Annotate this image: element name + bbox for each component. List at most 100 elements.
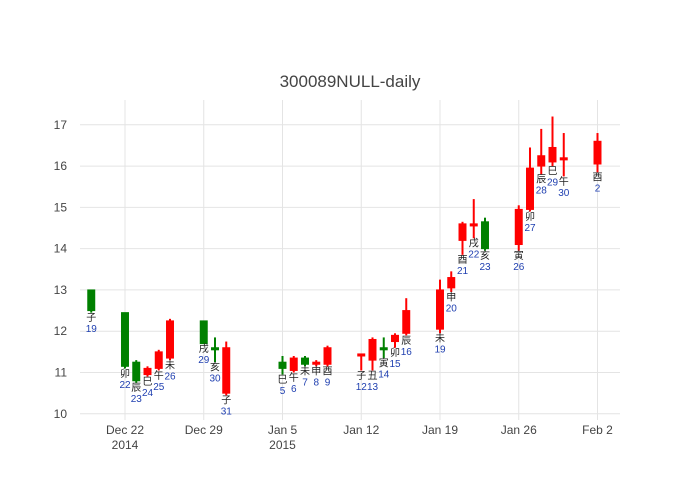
branch-label: 午 (154, 369, 164, 382)
candle-body (323, 347, 332, 365)
branch-label: 亥 (210, 361, 220, 374)
day-label: 19 (434, 345, 446, 356)
candle-body (199, 320, 208, 345)
branch-label: 辰 (401, 335, 411, 347)
day-label: 29 (198, 355, 210, 366)
candle-body (593, 140, 602, 165)
branch-label: 未 (165, 360, 175, 372)
branch-label: 巳 (548, 165, 558, 177)
candle-body (379, 347, 388, 351)
branch-label: 巳 (278, 374, 288, 386)
candle-body (301, 357, 309, 365)
branch-label: 辰 (131, 382, 141, 394)
branch-label: 午 (289, 371, 299, 384)
branch-label: 午 (559, 175, 569, 188)
candle-body (514, 208, 523, 246)
chart-title: 300089NULL-daily (280, 72, 421, 91)
branch-label: 亥 (480, 249, 490, 262)
day-label: 20 (446, 303, 458, 314)
y-tick-label: 15 (54, 200, 68, 214)
candle-body (289, 357, 298, 371)
branch-label: 巳 (143, 376, 153, 388)
grid-layer (80, 100, 620, 420)
candle-body (469, 223, 478, 227)
day-label: 22 (119, 380, 131, 391)
candle-body (211, 347, 219, 351)
day-label: 23 (131, 394, 143, 405)
candle-body (132, 361, 141, 382)
day-label: 14 (378, 369, 390, 380)
candle-body (154, 351, 163, 369)
candle-body (559, 157, 568, 161)
y-tick-label: 17 (54, 118, 68, 132)
candle-body (121, 312, 129, 367)
candle-body (87, 289, 96, 312)
day-label: 23 (479, 262, 491, 273)
y-tick-label: 14 (54, 242, 68, 256)
day-label: 16 (401, 347, 413, 358)
branch-label: 辰 (536, 174, 546, 186)
branch-label: 寅 (379, 356, 389, 369)
day-label: 21 (457, 266, 469, 277)
candle-body (537, 155, 546, 167)
candle-body (436, 289, 444, 330)
y-axis: 10 11 12 13 14 15 16 17 (54, 118, 68, 421)
branch-label: 未 (300, 366, 310, 378)
day-label: 12 (356, 382, 368, 393)
candle-body (368, 338, 377, 361)
y-tick-label: 12 (54, 324, 68, 338)
y-tick-label: 10 (54, 407, 68, 421)
day-label: 19 (86, 324, 98, 335)
candle-body (402, 310, 411, 334)
branch-label: 子 (221, 395, 231, 407)
y-tick-label: 16 (54, 159, 68, 173)
day-label: 9 (325, 378, 331, 389)
day-label: 31 (221, 407, 233, 418)
day-label: 29 (547, 177, 559, 188)
candle-body (458, 223, 467, 241)
y-tick-label: 11 (55, 366, 68, 380)
branch-label: 子 (356, 370, 366, 382)
day-label: 25 (153, 382, 165, 393)
branch-label: 丑 (368, 371, 378, 382)
day-label: 6 (291, 384, 297, 395)
day-label: 7 (302, 378, 308, 389)
branch-label: 酉 (458, 255, 468, 266)
candle-body (357, 353, 366, 357)
y-tick-label: 13 (54, 283, 68, 297)
candle-body (391, 334, 399, 343)
branch-label: 寅 (514, 249, 524, 262)
candle-body (481, 221, 489, 250)
day-label: 5 (280, 386, 286, 397)
x-tick-label: Jan 19 (422, 423, 458, 437)
candle-body (548, 146, 557, 163)
x-tick-label: 2015 (269, 438, 296, 452)
x-tick-label: Jan 26 (501, 423, 537, 437)
day-label: 2 (595, 184, 601, 195)
branch-label: 子 (86, 312, 96, 324)
branch-label: 卯 (525, 211, 535, 223)
candle-body (166, 320, 174, 359)
x-tick-label: Feb 2 (582, 423, 613, 437)
day-label: 30 (209, 374, 221, 385)
candle-body (526, 167, 534, 210)
candle-body (278, 361, 287, 369)
day-label: 27 (524, 223, 536, 234)
branch-label: 申 (446, 290, 456, 303)
day-label: 26 (513, 262, 525, 273)
candle-body (143, 367, 152, 376)
x-tick-label: Dec 29 (185, 423, 223, 437)
day-label: 24 (142, 388, 154, 399)
candle-body (447, 277, 456, 289)
day-label: 30 (558, 188, 570, 199)
day-label: 13 (367, 382, 379, 393)
x-tick-label: Jan 5 (268, 423, 298, 437)
branch-label: 酉 (323, 367, 333, 378)
candle-body (222, 347, 231, 394)
branch-label: 戌 (469, 237, 479, 250)
branch-label: 未 (435, 333, 445, 345)
